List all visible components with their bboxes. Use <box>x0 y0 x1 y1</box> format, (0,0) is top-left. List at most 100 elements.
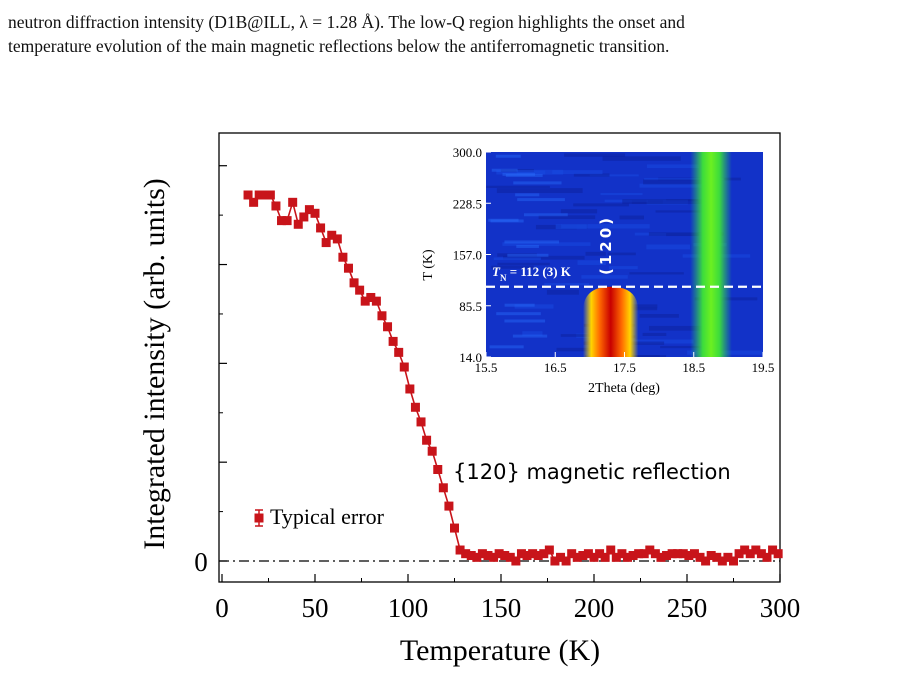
noise-streak <box>486 185 550 188</box>
data-point <box>282 216 292 226</box>
data-point <box>494 549 504 559</box>
data-point <box>556 552 566 562</box>
data-point <box>583 549 593 559</box>
noise-streak <box>560 209 598 214</box>
data-point <box>678 549 688 559</box>
inset-x-tick-label: 18.5 <box>682 360 705 375</box>
inset-x-tick-label: 15.5 <box>475 360 498 375</box>
inset-y-tick-label: 85.5 <box>459 299 482 314</box>
noise-streak <box>666 233 699 237</box>
noise-streak <box>639 313 679 318</box>
data-point <box>243 190 253 200</box>
data-point <box>444 501 454 511</box>
noise-streak-light <box>513 181 562 185</box>
inset-y-tick-label: 300.0 <box>453 145 482 160</box>
data-point <box>461 549 471 559</box>
data-point <box>304 205 314 215</box>
data-point <box>701 556 711 566</box>
noise-streak-light <box>507 253 549 257</box>
data-point <box>622 552 632 562</box>
data-point <box>740 545 750 555</box>
data-point <box>706 551 716 561</box>
main-plot-axes <box>218 132 781 583</box>
data-point <box>338 252 348 262</box>
x-tick-label: 200 <box>574 593 615 623</box>
noise-streak <box>561 224 650 229</box>
data-point <box>662 551 672 561</box>
noise-streak-light <box>504 303 535 307</box>
data-point <box>355 285 365 295</box>
data-point <box>539 549 549 559</box>
legend-label: Typical error <box>270 504 385 529</box>
data-point <box>611 552 621 562</box>
inset-y-tick-label: 14.0 <box>459 350 482 365</box>
noise-streak <box>573 173 610 177</box>
noise-streak <box>514 304 554 309</box>
data-point <box>745 549 755 559</box>
noise-streak <box>581 275 628 279</box>
transition-label-main: T <box>492 264 501 279</box>
data-point <box>673 549 683 559</box>
noise-streak <box>556 347 608 352</box>
noise-streak <box>648 325 709 331</box>
data-point <box>589 552 599 562</box>
data-point <box>394 347 404 357</box>
noise-streak <box>496 188 583 194</box>
noise-streak <box>503 255 585 260</box>
data-point <box>600 552 610 562</box>
noise-streak <box>544 283 590 286</box>
noise-streak-light <box>490 219 524 223</box>
data-point <box>628 551 638 561</box>
data-point <box>271 201 281 211</box>
data-point <box>528 549 538 559</box>
data-point <box>455 545 465 555</box>
noise-streak <box>609 266 638 270</box>
noise-streak <box>602 156 681 161</box>
inset-y-axis-title: T (K) <box>421 249 436 281</box>
noise-streak <box>644 178 724 181</box>
data-point <box>572 552 582 562</box>
data-point <box>773 549 783 559</box>
data-point <box>505 552 515 562</box>
data-point <box>316 223 326 233</box>
noise-streak <box>491 265 534 269</box>
heatmap-peaks <box>582 152 732 357</box>
inset-y-tick-labels: 14.0 85.5 157.0 228.5 300.0 <box>453 145 482 365</box>
x-tick-label: 100 <box>388 593 429 623</box>
noise-streak <box>643 179 705 185</box>
data-point <box>483 551 493 561</box>
data-point <box>438 483 448 493</box>
data-point <box>349 278 359 288</box>
noise-streak-light <box>515 193 540 197</box>
data-point <box>500 551 510 561</box>
caption-line-1: neutron diffraction intensity (D1B@ILL, … <box>8 12 685 32</box>
data-point <box>293 219 303 229</box>
data-point <box>516 549 526 559</box>
noise-streak-light <box>505 173 543 177</box>
noise-streak <box>629 272 684 275</box>
noise-streak-light <box>523 213 568 217</box>
noise-streak <box>516 169 564 175</box>
x-tick-label: 300 <box>760 593 801 623</box>
data-point <box>511 556 521 566</box>
data-point <box>288 197 298 207</box>
noise-streak <box>604 339 694 344</box>
intensity-data-series <box>243 190 783 566</box>
inset-y-tick-label: 157.0 <box>453 248 482 263</box>
x-tick-label: 50 <box>302 593 329 623</box>
noise-streak <box>502 242 591 246</box>
data-point <box>762 552 772 562</box>
noise-streak-light <box>489 345 524 349</box>
data-point <box>321 238 331 248</box>
y-tick-label-0: 0 <box>194 547 208 577</box>
noise-streak <box>607 252 636 256</box>
noise-streak <box>577 260 606 265</box>
data-point <box>377 311 387 321</box>
inset-x-tick-label: 19.5 <box>752 360 775 375</box>
x-tick-label: 0 <box>215 593 229 623</box>
data-point <box>388 336 398 346</box>
x-axis-title: Temperature (K) <box>400 634 600 667</box>
data-point <box>522 551 532 561</box>
main-plot-frame <box>218 132 781 583</box>
data-point <box>734 549 744 559</box>
